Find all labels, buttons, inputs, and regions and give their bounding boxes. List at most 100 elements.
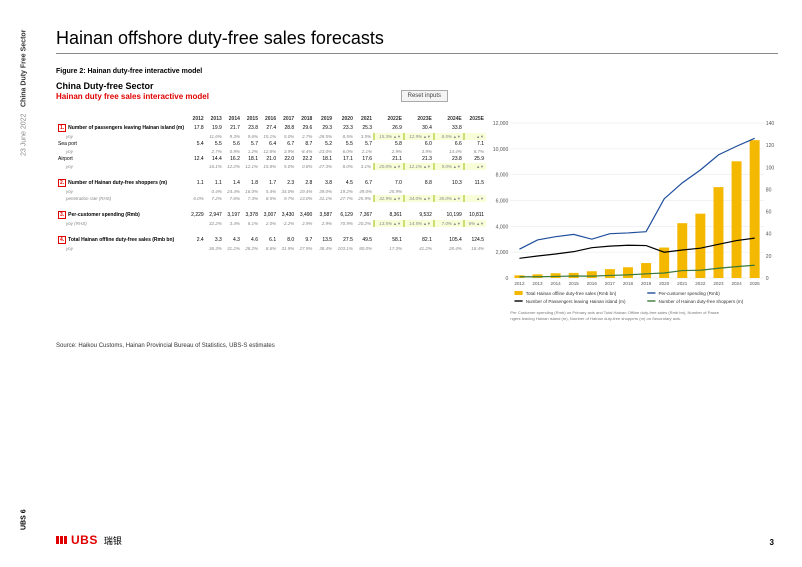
table-cell: 1.4 bbox=[224, 178, 242, 188]
table-cell: 1.8 bbox=[242, 178, 260, 188]
table-cell: 31.9% bbox=[278, 245, 296, 252]
table-cell: 12.1% bbox=[242, 163, 260, 170]
table-cell: 5.0% bbox=[278, 133, 296, 140]
table-cell: 21.3 bbox=[404, 155, 434, 163]
table-cell: 15.8% bbox=[260, 163, 278, 170]
input-cell[interactable]: ▲▼ bbox=[464, 163, 486, 170]
table-cell bbox=[188, 133, 206, 140]
svg-text:6,000: 6,000 bbox=[496, 199, 509, 205]
table-cell: 30.4 bbox=[404, 123, 434, 133]
year-header: 2019 bbox=[314, 115, 334, 123]
table-cell: 31.1% bbox=[314, 195, 334, 202]
table-cell: 27.7% bbox=[334, 195, 355, 202]
year-header: 2022E bbox=[374, 115, 404, 123]
table-cell: 3.4% bbox=[224, 220, 242, 227]
table-cell: 105.4 bbox=[434, 235, 464, 245]
table-cell: 2.9% bbox=[296, 220, 314, 227]
input-cell[interactable]: 14.5%▲▼ bbox=[404, 220, 434, 227]
input-cell[interactable]: 9.0%▲▼ bbox=[434, 163, 464, 170]
table-cell: 13.0% bbox=[296, 195, 314, 202]
table-cell: 3.9% bbox=[278, 148, 296, 155]
svg-text:2025: 2025 bbox=[750, 281, 761, 286]
table-cell: 3,587 bbox=[314, 210, 334, 220]
input-cell[interactable]: 6%▲▼ bbox=[464, 220, 486, 227]
table-cell: 12.8% bbox=[260, 148, 278, 155]
reset-inputs-button[interactable]: Reset inputs bbox=[401, 90, 448, 102]
table-cell: 58.1 bbox=[374, 235, 404, 245]
table-cell: 3,490 bbox=[296, 210, 314, 220]
side-rail-brand: UBS 6 bbox=[21, 509, 28, 530]
table-cell: 5.8 bbox=[374, 140, 404, 148]
input-cell[interactable]: 12.1%▲▼ bbox=[404, 163, 434, 170]
table-cell: 16.0% bbox=[242, 188, 260, 195]
row-label: 2.Number of Hainan duty-free shoppers (m… bbox=[56, 178, 188, 188]
table-cell: 9,532 bbox=[404, 210, 434, 220]
table-cell: 2.4 bbox=[188, 235, 206, 245]
table-cell: 27.9% bbox=[296, 245, 314, 252]
table-cell: 17.8 bbox=[188, 123, 206, 133]
table-cell: 28.4% bbox=[434, 245, 464, 252]
combo-chart: 02,0004,0006,0008,00010,00012,0000204060… bbox=[492, 115, 778, 325]
figure-caption: Figure 2: Hainan duty-free interactive m… bbox=[56, 68, 778, 75]
table-cell: 5.0% bbox=[278, 163, 296, 170]
table-cell: 7.1 bbox=[464, 140, 486, 148]
year-header: 2015 bbox=[242, 115, 260, 123]
table-cell: 9.7 bbox=[296, 235, 314, 245]
svg-text:2017: 2017 bbox=[605, 281, 616, 286]
svg-text:0: 0 bbox=[506, 276, 509, 282]
input-cell[interactable]: 13.5%▲▼ bbox=[374, 220, 404, 227]
input-cell[interactable]: 35.0%▲▼ bbox=[434, 195, 464, 202]
table-cell: 7.0 bbox=[374, 178, 404, 188]
svg-text:0: 0 bbox=[766, 276, 769, 282]
row-label: Sea port bbox=[56, 140, 188, 148]
table-cell: 17.6 bbox=[355, 155, 374, 163]
input-cell[interactable]: ▲▼ bbox=[464, 195, 486, 202]
svg-text:20: 20 bbox=[766, 254, 772, 260]
input-cell[interactable]: 7.0%▲▼ bbox=[434, 220, 464, 227]
svg-text:2,000: 2,000 bbox=[496, 250, 509, 256]
table-cell: 7.6% bbox=[224, 195, 242, 202]
page-number: 3 bbox=[770, 538, 774, 547]
table-cell: 28.2% bbox=[242, 245, 260, 252]
input-cell[interactable]: 34.0%▲▼ bbox=[404, 195, 434, 202]
table-cell: 82.1 bbox=[404, 235, 434, 245]
table-cell: 2,947 bbox=[206, 210, 224, 220]
table-cell: 21.0 bbox=[260, 155, 278, 163]
table-cell: 3,378 bbox=[242, 210, 260, 220]
table-cell: 2.8 bbox=[296, 178, 314, 188]
year-header: 2012 bbox=[188, 115, 206, 123]
input-cell[interactable]: 8.5%▲▼ bbox=[434, 133, 464, 140]
table-cell: 10,199 bbox=[434, 210, 464, 220]
input-cell[interactable]: ▲▼ bbox=[464, 133, 486, 140]
table-cell: 70.9% bbox=[334, 220, 355, 227]
table-cell: 38.4% bbox=[314, 245, 334, 252]
ubs-wordmark: UBS bbox=[71, 533, 98, 547]
table-cell: 16.2 bbox=[224, 155, 242, 163]
table-cell: 9.7% bbox=[278, 195, 296, 202]
table-cell: 2.1% bbox=[355, 148, 374, 155]
input-cell[interactable]: 32.9%▲▼ bbox=[374, 195, 404, 202]
table-cell: 2.7% bbox=[296, 133, 314, 140]
table-cell: 16.1% bbox=[206, 163, 224, 170]
row-sublabel: yoy bbox=[56, 163, 188, 170]
table-cell: 23.3 bbox=[334, 123, 355, 133]
table-cell: -27.3% bbox=[314, 163, 334, 170]
svg-text:Per Customer spending (Rmb) on: Per Customer spending (Rmb) on Primary a… bbox=[510, 310, 719, 315]
table-cell: 18.1 bbox=[242, 155, 260, 163]
input-cell[interactable]: 15.3%▲▼ bbox=[374, 133, 404, 140]
row-label: Airport bbox=[56, 155, 188, 163]
table-cell: 25.3 bbox=[355, 123, 374, 133]
table-cell: 19.9 bbox=[206, 123, 224, 133]
table-cell: 124.5 bbox=[464, 235, 486, 245]
table-cell: 29.3 bbox=[314, 123, 334, 133]
table-cell: 32.2% bbox=[206, 220, 224, 227]
input-cell[interactable]: 12.9%▲▼ bbox=[404, 133, 434, 140]
table-cell: 7.2% bbox=[206, 195, 224, 202]
row-label: 1.Number of passengers leaving Hainan is… bbox=[56, 123, 188, 133]
input-cell[interactable]: 20.0%▲▼ bbox=[374, 163, 404, 170]
table-cell: 8.5% bbox=[260, 195, 278, 202]
table-cell: 6.7 bbox=[278, 140, 296, 148]
svg-text:120: 120 bbox=[766, 143, 775, 149]
year-header: 2013 bbox=[206, 115, 224, 123]
svg-text:12,000: 12,000 bbox=[493, 121, 509, 127]
